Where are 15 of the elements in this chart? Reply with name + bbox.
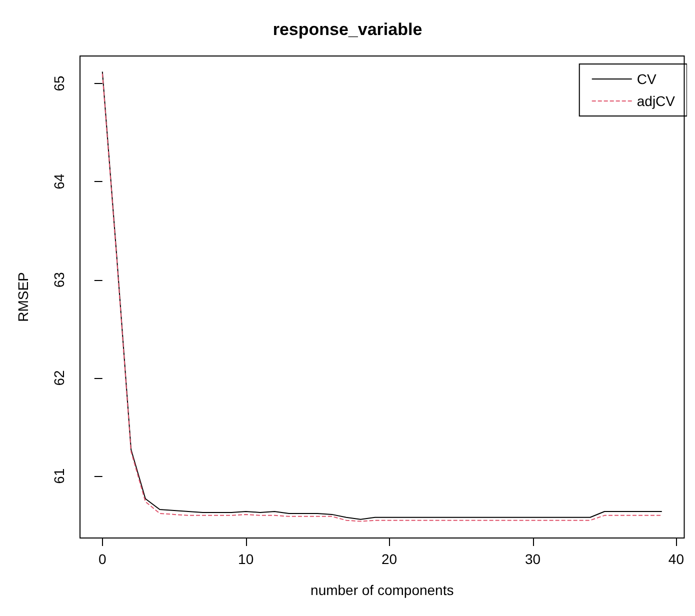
y-tick-label: 64 — [51, 174, 67, 190]
x-tick-label: 40 — [668, 551, 684, 567]
y-tick-label: 63 — [51, 272, 67, 288]
x-tick-label: 10 — [238, 551, 254, 567]
legend-label: adjCV — [636, 93, 676, 109]
x-tick-label: 30 — [524, 551, 541, 567]
y-tick-label: 65 — [51, 75, 67, 92]
y-tick-label: 62 — [51, 370, 67, 386]
x-tick-label: 20 — [382, 551, 398, 567]
chart-title: response_variable — [272, 20, 422, 39]
y-tick-label: 61 — [51, 468, 67, 484]
x-tick-label: 0 — [98, 551, 106, 567]
x-axis-title: number of components — [310, 582, 454, 598]
legend-label: CV — [636, 71, 657, 87]
y-axis-title: RMSEP — [15, 272, 31, 322]
